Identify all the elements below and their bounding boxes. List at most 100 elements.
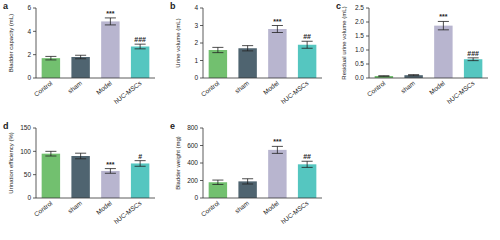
significance: ***	[273, 138, 281, 145]
y-tick-label: 1.0	[355, 46, 364, 53]
x-tick-label: hUC-MSCs	[280, 199, 311, 225]
error-cap	[468, 60, 479, 61]
error-cap	[408, 75, 419, 76]
y-axis-label: Bladder capacity (mL)	[8, 14, 14, 72]
error-cap	[302, 41, 313, 42]
y-axis	[203, 8, 204, 78]
bar	[464, 59, 482, 78]
error-cap	[302, 48, 313, 49]
x-axis	[369, 78, 488, 79]
panel: eBladder weight (mg)0200400600800Control…	[170, 121, 322, 225]
error-cap	[105, 168, 116, 169]
y-tick	[200, 180, 203, 181]
error-bar	[75, 55, 86, 59]
error-bar	[438, 21, 449, 29]
error-cap	[212, 180, 223, 181]
x-tick-label: Control	[33, 199, 54, 218]
panel-label: d	[3, 121, 9, 131]
y-tick-label: 600	[187, 142, 198, 149]
error-line	[247, 46, 248, 51]
bar	[238, 48, 256, 78]
error-cap	[242, 50, 253, 51]
error-cap	[408, 74, 419, 75]
error-bar	[212, 47, 223, 52]
y-tick-label: 0.5	[355, 60, 364, 67]
error-cap	[212, 47, 223, 48]
error-bar	[45, 56, 56, 60]
significance: ###	[134, 36, 146, 43]
error-line	[50, 56, 51, 60]
error-cap	[75, 153, 86, 154]
y-tick	[200, 78, 203, 79]
error-cap	[212, 184, 223, 185]
error-cap	[75, 58, 86, 59]
error-line	[110, 18, 111, 25]
marks	[209, 26, 317, 79]
error-cap	[135, 44, 146, 45]
panel: aBladder capacity (mL)0246ControlshamMod…	[3, 1, 155, 105]
panel-label: e	[170, 121, 175, 131]
x-tick-label: sham	[233, 79, 250, 94]
y-tick	[366, 22, 369, 23]
error-bar	[408, 75, 419, 76]
bar	[209, 182, 227, 198]
significance: #	[138, 153, 142, 160]
x-tick-label: sham	[233, 199, 250, 214]
error-bar	[302, 161, 313, 167]
error-bar	[378, 75, 389, 77]
error-cap	[135, 160, 146, 161]
x-tick-label: sham	[66, 199, 83, 214]
y-tick	[366, 8, 369, 9]
panel: dUrination efficiency (%)050100150Contro…	[3, 121, 155, 225]
y-tick-label: 800	[187, 124, 198, 131]
y-tick	[200, 60, 203, 61]
x-tick-label: Model	[95, 79, 114, 96]
x-tick-label: Model	[428, 79, 447, 96]
error-bar	[105, 18, 116, 25]
bar	[71, 156, 89, 198]
y-tick-label: 4	[194, 4, 198, 11]
error-bar	[45, 151, 56, 156]
error-bar	[75, 153, 86, 159]
significance: ***	[439, 13, 447, 20]
y-axis-label: Bladder weight (mg)	[175, 136, 181, 190]
error-bar	[468, 58, 479, 61]
panel-label: a	[3, 1, 9, 11]
bar	[101, 21, 119, 78]
error-cap	[302, 161, 313, 162]
error-cap	[242, 178, 253, 179]
x-tick-label: Model	[262, 199, 281, 216]
bar	[42, 154, 60, 198]
y-tick-label: 3	[194, 22, 198, 29]
y-tick-label: 0	[27, 194, 31, 201]
bar	[298, 164, 316, 198]
panel-label: b	[170, 1, 176, 11]
error-cap	[302, 167, 313, 168]
y-axis	[36, 128, 37, 198]
y-tick	[200, 43, 203, 44]
y-tick-label: 6	[27, 4, 31, 11]
error-cap	[105, 173, 116, 174]
y-tick	[33, 31, 36, 32]
bar	[71, 57, 89, 78]
significance: ***	[106, 10, 114, 17]
bar	[131, 47, 149, 79]
error-bar	[272, 146, 283, 153]
y-tick	[200, 198, 203, 199]
x-axis	[203, 198, 322, 199]
error-line	[50, 151, 51, 156]
error-cap	[378, 75, 389, 76]
y-tick-label: 100	[20, 148, 31, 155]
y-tick	[200, 128, 203, 129]
bar	[209, 50, 227, 78]
error-cap	[105, 24, 116, 25]
significance: ***	[273, 18, 281, 25]
error-line	[217, 180, 218, 184]
error-bar	[212, 180, 223, 184]
error-line	[247, 179, 248, 184]
y-axis-label: Urine volume (mL)	[175, 18, 181, 67]
error-cap	[438, 21, 449, 22]
x-tick-label: hUC-MSCs	[280, 79, 311, 105]
error-line	[473, 58, 474, 61]
marks	[42, 151, 150, 198]
